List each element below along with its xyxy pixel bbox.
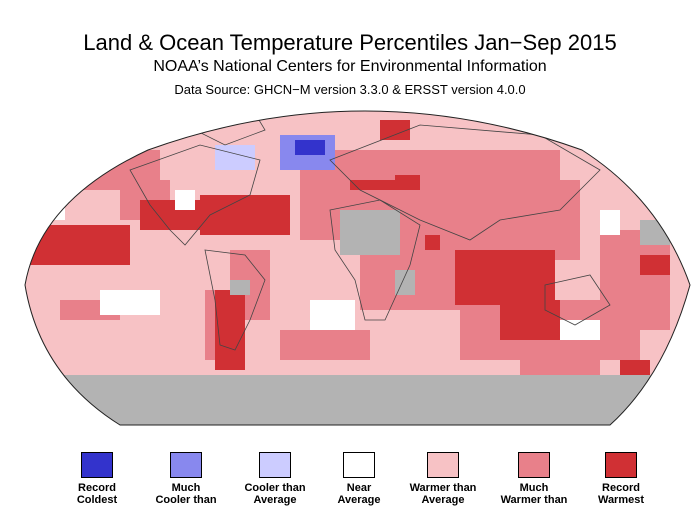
legend-item-warmer-than-average: Warmer than Average — [398, 452, 488, 506]
legend-swatch — [81, 452, 113, 478]
legend-swatch — [259, 452, 291, 478]
legend-swatch — [170, 452, 202, 478]
legend-item-record-warmest: Record Warmest — [576, 452, 666, 506]
legend-item-near-average: Near Average — [314, 452, 404, 506]
legend: Record Coldest Much Cooler than Cooler t… — [0, 452, 700, 506]
legend-item-much-warmer: Much Warmer than — [489, 452, 579, 506]
legend-label: Record Warmest — [597, 482, 645, 506]
legend-label: Record Coldest — [76, 482, 118, 506]
legend-item-much-cooler: Much Cooler than — [141, 452, 231, 506]
map-frame — [24, 110, 691, 426]
legend-label: Much Warmer than — [500, 482, 568, 506]
legend-swatch — [427, 452, 459, 478]
record-warmest-regions — [30, 120, 670, 380]
record-coldest-region — [295, 140, 325, 155]
legend-label: Warmer than Average — [409, 482, 477, 506]
map-body — [25, 111, 690, 425]
no-data-regions — [25, 210, 690, 425]
map-subtitle: NOAA’s National Centers for Environmenta… — [153, 58, 547, 75]
legend-swatch — [518, 452, 550, 478]
cooler-than-average-region — [215, 145, 255, 170]
legend-label: Much Cooler than — [155, 482, 217, 506]
legend-item-record-coldest: Record Coldest — [52, 452, 142, 506]
legend-label: Near Average — [337, 482, 381, 506]
data-source-note: Data Source: GHCN−M version 3.3.0 & ERSS… — [174, 82, 526, 97]
legend-item-cooler-than-average: Cooler than Average — [230, 452, 320, 506]
legend-swatch — [605, 452, 637, 478]
map-title: Land & Ocean Temperature Percentiles Jan… — [83, 30, 617, 55]
legend-swatch — [343, 452, 375, 478]
legend-label: Cooler than Average — [244, 482, 306, 506]
